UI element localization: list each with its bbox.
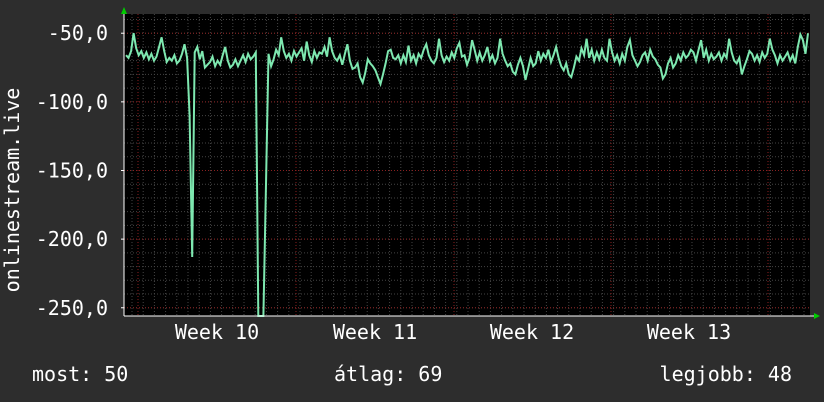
- y-axis-label: onlinestream.live: [0, 88, 24, 293]
- y-tick-label: -50,0: [48, 21, 108, 45]
- x-axis-arrow-icon: [814, 313, 820, 319]
- x-tick-label: Week 12: [490, 320, 574, 344]
- x-tick-label: Week 10: [175, 320, 259, 344]
- y-tick-label: -200,0: [36, 227, 108, 251]
- current-value: most: 50: [32, 362, 129, 386]
- average-value: átlag: 69: [334, 362, 443, 386]
- y-axis-ticks: -50,0 -100,0 -150,0 -200,0 -250,0: [36, 21, 124, 320]
- best-value: legjobb: 48: [659, 362, 792, 386]
- x-tick-label: Week 13: [647, 320, 731, 344]
- y-tick-label: -100,0: [36, 90, 108, 114]
- series-line: [125, 31, 809, 317]
- x-axis-ticks: Week 10 Week 11 Week 12 Week 13: [175, 320, 731, 344]
- y-axis-arrow-icon: [121, 7, 127, 14]
- y-axis-label-wrap: onlinestream.live: [0, 88, 24, 293]
- y-tick-label: -250,0: [36, 296, 108, 320]
- grid: [124, 14, 810, 316]
- y-tick-label: -150,0: [36, 158, 108, 182]
- x-tick-label: Week 11: [333, 320, 417, 344]
